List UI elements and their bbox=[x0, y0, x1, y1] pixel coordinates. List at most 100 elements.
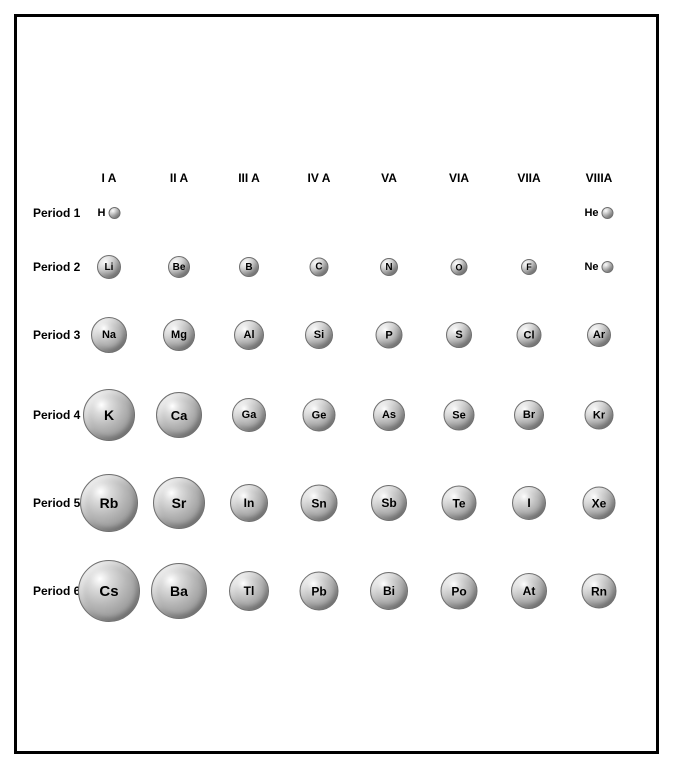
atom-sphere-icon: Sb bbox=[371, 485, 407, 521]
atom-bi: Bi bbox=[370, 572, 408, 610]
atom-sphere-icon: K bbox=[83, 389, 135, 441]
col-header-3: III A bbox=[238, 171, 260, 185]
atom-sphere-icon: Ge bbox=[303, 399, 336, 432]
atom-k: K bbox=[83, 389, 135, 441]
atom-c: C bbox=[310, 258, 329, 277]
atom-symbol-label: Se bbox=[452, 409, 465, 421]
atom-symbol-label: P bbox=[385, 329, 392, 341]
atom-symbol-label: B bbox=[245, 262, 252, 273]
atom-sphere-icon: I bbox=[512, 486, 546, 520]
row-label-3: Period 3 bbox=[33, 328, 80, 342]
col-header-6: VIA bbox=[449, 171, 469, 185]
atom-sphere-icon: Xe bbox=[583, 487, 616, 520]
atom-sphere-icon: Kr bbox=[585, 401, 614, 430]
atom-sphere-icon: Be bbox=[168, 256, 190, 278]
atom-ca: Ca bbox=[156, 392, 202, 438]
col-header-8: VIIIA bbox=[586, 171, 613, 185]
atom-in: In bbox=[230, 484, 268, 522]
atom-symbol-label: As bbox=[382, 409, 396, 421]
atom-sphere-icon bbox=[108, 207, 120, 219]
atom-sphere-icon: C bbox=[310, 258, 329, 277]
atom-symbol-label: Te bbox=[452, 496, 465, 510]
atom-symbol-label: At bbox=[523, 584, 536, 598]
atom-sphere-icon: Sn bbox=[301, 485, 338, 522]
atom-al: Al bbox=[234, 320, 264, 350]
atom-symbol-label: Al bbox=[244, 329, 255, 341]
atom-he: He bbox=[584, 207, 613, 219]
diagram-frame: I A II A III A IV A VA VIA VIIA VIIIA Pe… bbox=[14, 14, 659, 754]
atom-li: Li bbox=[97, 255, 121, 279]
col-header-4: IV A bbox=[308, 171, 331, 185]
atom-kr: Kr bbox=[585, 401, 614, 430]
atom-symbol-label: Po bbox=[451, 584, 466, 598]
atom-symbol-label: N bbox=[385, 262, 392, 273]
atom-cl: Cl bbox=[517, 323, 542, 348]
atom-si: Si bbox=[305, 321, 333, 349]
atom-symbol-label: Rb bbox=[100, 495, 119, 511]
atom-sphere-icon: Si bbox=[305, 321, 333, 349]
atom-ge: Ge bbox=[303, 399, 336, 432]
atom-sphere-icon: Pb bbox=[300, 572, 339, 611]
atom-symbol-label: Br bbox=[523, 409, 535, 421]
atom-sphere-icon: Ba bbox=[151, 563, 207, 619]
atom-as: As bbox=[373, 399, 405, 431]
atom-sphere-icon: N bbox=[380, 258, 398, 276]
atom-sphere-icon: As bbox=[373, 399, 405, 431]
atom-mg: Mg bbox=[163, 319, 195, 351]
atom-sphere-icon: P bbox=[376, 322, 403, 349]
atom-symbol-label: In bbox=[244, 496, 255, 510]
row-label-2: Period 2 bbox=[33, 260, 80, 274]
atom-symbol-label: I bbox=[527, 496, 530, 510]
atom-sphere-icon: Cl bbox=[517, 323, 542, 348]
atom-symbol-label: Ca bbox=[171, 408, 188, 423]
atom-f: F bbox=[521, 259, 537, 275]
atom-sphere-icon: Se bbox=[444, 400, 475, 431]
atom-na: Na bbox=[91, 317, 127, 353]
atom-sphere-icon: Bi bbox=[370, 572, 408, 610]
col-header-1: I A bbox=[102, 171, 117, 185]
atom-symbol-label: Xe bbox=[592, 496, 607, 510]
row-label-1: Period 1 bbox=[33, 206, 80, 220]
atom-symbol-label: Be bbox=[173, 262, 186, 273]
atom-sphere-icon: Ar bbox=[587, 323, 611, 347]
atom-symbol-label: O bbox=[455, 262, 462, 272]
row-label-5: Period 5 bbox=[33, 496, 80, 510]
atom-sphere-icon: At bbox=[511, 573, 547, 609]
atom-te: Te bbox=[442, 486, 477, 521]
atom-symbol-label: Na bbox=[102, 329, 116, 341]
atom-ga: Ga bbox=[232, 398, 266, 432]
atom-i: I bbox=[512, 486, 546, 520]
atom-symbol-label: He bbox=[584, 207, 598, 219]
atom-ar: Ar bbox=[587, 323, 611, 347]
col-header-7: VIIA bbox=[517, 171, 540, 185]
atom-symbol-label: Mg bbox=[171, 329, 187, 341]
atom-symbol-label: Pb bbox=[311, 584, 326, 598]
atom-sphere-icon: Po bbox=[441, 573, 478, 610]
atom-sb: Sb bbox=[371, 485, 407, 521]
atom-be: Be bbox=[168, 256, 190, 278]
atom-symbol-label: Cl bbox=[524, 329, 535, 341]
atom-po: Po bbox=[441, 573, 478, 610]
atom-symbol-label: Sn bbox=[311, 496, 326, 510]
atom-symbol-label: S bbox=[455, 329, 462, 341]
atom-symbol-label: H bbox=[98, 207, 106, 219]
atom-sphere-icon: S bbox=[446, 322, 472, 348]
atom-xe: Xe bbox=[583, 487, 616, 520]
atom-sphere-icon: F bbox=[521, 259, 537, 275]
atom-symbol-label: K bbox=[104, 407, 114, 423]
atom-sphere-icon: Mg bbox=[163, 319, 195, 351]
atom-pb: Pb bbox=[300, 572, 339, 611]
atom-sphere-icon bbox=[602, 261, 614, 273]
atom-sphere-icon: Te bbox=[442, 486, 477, 521]
atom-sphere-icon: Rn bbox=[582, 574, 617, 609]
atom-symbol-label: Ga bbox=[242, 409, 257, 421]
atom-se: Se bbox=[444, 400, 475, 431]
row-label-4: Period 4 bbox=[33, 408, 80, 422]
atom-symbol-label: Ba bbox=[170, 583, 188, 599]
atom-rn: Rn bbox=[582, 574, 617, 609]
atom-tl: Tl bbox=[229, 571, 269, 611]
atom-sphere-icon: Sr bbox=[153, 477, 205, 529]
atom-cs: Cs bbox=[78, 560, 140, 622]
col-header-2: II A bbox=[170, 171, 188, 185]
atom-p: P bbox=[376, 322, 403, 349]
